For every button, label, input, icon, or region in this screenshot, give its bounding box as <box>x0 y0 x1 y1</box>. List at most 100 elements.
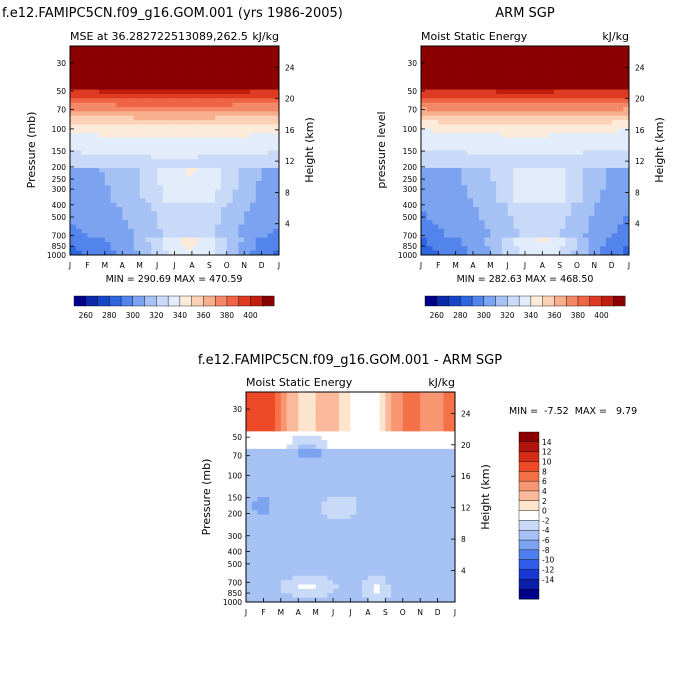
contour-cell <box>513 202 520 208</box>
contour-cell <box>263 505 270 511</box>
contour-cell <box>425 431 433 437</box>
colorbar-swatch <box>460 295 473 307</box>
contour-cell <box>443 396 450 402</box>
contour-cell <box>333 409 340 415</box>
contour-cell <box>298 453 305 459</box>
contour-cell <box>157 233 164 239</box>
contour-cell <box>432 228 439 234</box>
contour-cell <box>553 163 561 169</box>
contour-cell <box>605 67 613 73</box>
contour-cell <box>449 146 457 152</box>
contour-cell <box>333 540 340 546</box>
contour-cell <box>133 111 141 117</box>
contour-cell <box>93 46 100 51</box>
contour-cell <box>536 233 543 239</box>
contour-cell <box>385 492 392 498</box>
contour-cell <box>244 72 251 78</box>
height-tick-label: 16 <box>285 126 295 135</box>
contour-cell <box>350 396 357 402</box>
contour-cell <box>251 466 259 472</box>
contour-cell <box>356 422 363 428</box>
contour-cell <box>588 167 595 173</box>
contour-cell <box>220 85 228 91</box>
contour-cell <box>373 492 381 498</box>
contour-cell <box>507 215 515 221</box>
contour-cell <box>473 76 480 82</box>
contour-cell <box>444 50 451 56</box>
height-tick-label: 4 <box>635 220 640 229</box>
contour-cell <box>565 167 572 173</box>
contour-cell <box>267 224 274 230</box>
contour-cell <box>226 241 234 247</box>
contour-cell <box>432 93 439 99</box>
contour-cell <box>344 497 352 502</box>
contour-cell <box>530 176 538 182</box>
contour-cell <box>605 215 613 221</box>
contour-cell <box>321 501 328 507</box>
contour-cell <box>273 72 279 78</box>
contour-cell <box>104 185 112 191</box>
contour-cell <box>162 163 170 169</box>
contour-cell <box>209 133 216 139</box>
contour-cell <box>356 440 363 446</box>
contour-cell <box>220 59 228 65</box>
contour-cell <box>362 483 369 489</box>
contour-cell <box>338 475 346 481</box>
contour-cell <box>186 215 193 221</box>
contour-cell <box>267 176 274 182</box>
contour-cell <box>269 444 276 450</box>
contour-cell <box>478 150 486 156</box>
contour-cell <box>426 146 434 152</box>
contour-cell <box>122 89 129 95</box>
contour-cell <box>261 93 268 99</box>
contour-cell <box>174 67 181 73</box>
contour-cell <box>238 124 245 130</box>
contour-cell <box>275 545 282 551</box>
contour-cell <box>379 501 386 507</box>
contour-cell <box>174 93 181 99</box>
contour-cell <box>87 106 94 112</box>
contour-cell <box>168 220 176 226</box>
contour-cell <box>391 483 398 489</box>
contour-cell <box>81 194 89 199</box>
contour-cell <box>594 67 601 73</box>
contour-cell <box>548 202 555 208</box>
contour-cell <box>261 237 268 243</box>
contour-cell <box>425 457 433 463</box>
contour-cell <box>356 392 363 397</box>
contour-cell <box>244 167 251 173</box>
contour-cell <box>617 67 624 73</box>
contour-cell <box>75 80 83 86</box>
contour-cell <box>93 85 100 91</box>
contour-cell <box>232 233 239 239</box>
contour-cell <box>168 237 176 243</box>
contour-cell <box>292 422 299 428</box>
contour-cell <box>519 137 526 143</box>
contour-cell <box>449 207 457 213</box>
contour-cell <box>263 448 270 454</box>
contour-cell <box>151 72 158 78</box>
contour-cell <box>623 224 629 230</box>
contour-cell <box>420 501 427 507</box>
contour-cell <box>139 207 147 213</box>
contour-cell <box>559 241 567 247</box>
contour-cell <box>292 505 299 511</box>
contour-cell <box>110 133 118 139</box>
contour-cell <box>356 545 363 551</box>
contour-cell <box>87 176 94 182</box>
colorbar-label: 280 <box>453 311 468 320</box>
contour-cell <box>286 405 294 411</box>
contour-cell <box>559 67 567 73</box>
contour-cell <box>444 141 451 147</box>
contour-cell <box>168 189 176 195</box>
contour-cell <box>611 137 619 143</box>
contour-cell <box>75 154 83 160</box>
contour-cell <box>298 549 305 555</box>
contour-cell <box>255 167 263 173</box>
contour-cell <box>232 237 239 243</box>
contour-cell <box>362 492 369 498</box>
contour-cell <box>232 124 239 130</box>
contour-cell <box>542 124 549 130</box>
contour-cell <box>226 115 234 121</box>
